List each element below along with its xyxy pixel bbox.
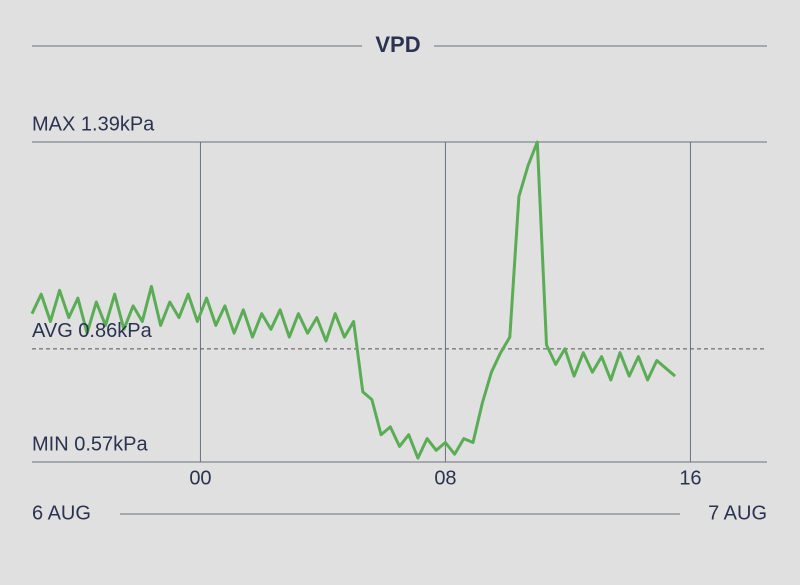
x-tick-label: 08 [434, 467, 456, 489]
reference-label: MIN 0.57kPa [32, 433, 148, 455]
reference-label: MAX 1.39kPa [32, 113, 155, 135]
date-end: 7 AUG [708, 502, 767, 524]
reference-label: AVG 0.86kPa [32, 320, 153, 342]
x-tick-label: 00 [189, 467, 211, 489]
date-start: 6 AUG [32, 502, 91, 524]
data-line [30, 140, 677, 460]
x-tick-label: 16 [679, 467, 701, 489]
chart-title: VPD [375, 32, 420, 57]
